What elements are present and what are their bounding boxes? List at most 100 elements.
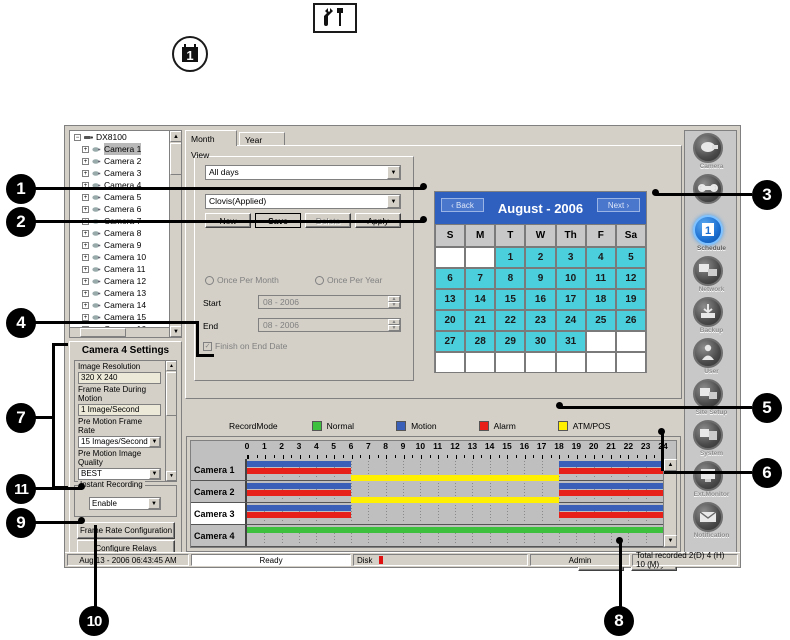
- calendar-next-button[interactable]: Next ›: [597, 198, 640, 212]
- expand-icon[interactable]: +: [82, 145, 89, 153]
- schedule-select[interactable]: Clovis(Applied) ▼: [205, 194, 401, 209]
- chevron-down-icon[interactable]: ▼: [149, 437, 160, 447]
- calendar-day-27[interactable]: 27: [435, 331, 466, 352]
- timeline-bar-alarm[interactable]: [247, 512, 351, 518]
- start-field[interactable]: 08 - 2006 ▲ ▼: [258, 295, 401, 309]
- radio-icon[interactable]: [315, 275, 324, 285]
- checkbox-icon[interactable]: ✓: [203, 341, 212, 351]
- calendar-day-2[interactable]: 2: [525, 247, 556, 268]
- calendar-back-button[interactable]: ‹ Back: [441, 198, 484, 212]
- expand-icon[interactable]: +: [82, 265, 89, 273]
- link-icon[interactable]: [693, 174, 723, 204]
- calendar-day-5[interactable]: 5: [615, 247, 646, 268]
- calendar-day-9[interactable]: 9: [525, 268, 556, 289]
- user-icon[interactable]: [693, 338, 723, 368]
- calendar-day-26[interactable]: 26: [615, 310, 646, 331]
- timeline-track[interactable]: [247, 481, 663, 503]
- calendar-day-8[interactable]: 8: [495, 268, 526, 289]
- tree-item-camera-8[interactable]: + Camera 8: [70, 227, 169, 239]
- timeline-bar-alarm[interactable]: [559, 512, 663, 518]
- tree-scroll-thumb[interactable]: [170, 143, 181, 175]
- calendar-day-23[interactable]: 23: [525, 310, 556, 331]
- ext-monitor-icon[interactable]: [693, 461, 723, 491]
- calendar-day-6[interactable]: 6: [435, 268, 466, 289]
- tree-item-camera-14[interactable]: + Camera 14: [70, 299, 169, 311]
- calendar-day-7[interactable]: 7: [465, 268, 496, 289]
- calendar-day-24[interactable]: 24: [555, 310, 586, 331]
- calendar-day-29[interactable]: 29: [495, 331, 526, 352]
- frame-rate-configuration-button[interactable]: Frame Rate Configuration: [77, 522, 175, 539]
- timeline-bar-motion[interactable]: [247, 505, 351, 511]
- site-setup-icon[interactable]: [693, 379, 723, 409]
- instant-recording-select[interactable]: Enable ▼: [89, 497, 161, 510]
- tree-rows[interactable]: + Camera 1 + Camera 2 + Camera 3 + Camera 4 + Cam…: [70, 143, 169, 327]
- calendar-day-11[interactable]: 11: [585, 268, 616, 289]
- camera-tree-panel[interactable]: − DX8100 + Camera 1 + Camera 2 + Camera 3 + Cam…: [69, 130, 182, 338]
- tab-month-view[interactable]: Month View: [185, 130, 237, 160]
- timeline-bar-alarm[interactable]: [559, 468, 663, 474]
- radio-once-per-month[interactable]: Once Per Month: [205, 275, 279, 285]
- calendar-day-14[interactable]: 14: [465, 289, 496, 310]
- tree-root[interactable]: − DX8100: [70, 131, 169, 143]
- timeline-bar-alarm[interactable]: [247, 468, 351, 474]
- expand-icon[interactable]: +: [82, 313, 89, 321]
- timeline-bar-motion[interactable]: [559, 505, 663, 511]
- tree-scroll-up-button[interactable]: ▲: [170, 131, 181, 142]
- start-spin-up-icon[interactable]: ▲: [388, 296, 400, 302]
- rail-item-notification[interactable]: Notification: [685, 500, 738, 541]
- days-select[interactable]: All days ▼: [205, 165, 401, 180]
- tree-hscroll-thumb[interactable]: [80, 328, 126, 337]
- timeline-camera-label[interactable]: Camera 3: [191, 503, 247, 524]
- setting-select[interactable]: 15 Images/Second ▼: [78, 436, 161, 448]
- rail-item-user[interactable]: User: [685, 336, 738, 377]
- calendar-day-31[interactable]: 31: [555, 331, 586, 352]
- expand-icon[interactable]: +: [82, 193, 89, 201]
- calendar-day-3[interactable]: 3: [555, 247, 586, 268]
- rail-item-schedule[interactable]: 1 Schedule: [685, 213, 738, 254]
- calendar-day-17[interactable]: 17: [555, 289, 586, 310]
- timeline-bar-atm-pos[interactable]: [351, 497, 559, 503]
- system-icon[interactable]: [693, 420, 723, 450]
- chevron-down-icon[interactable]: ▼: [387, 166, 400, 179]
- calendar-day-21[interactable]: 21: [465, 310, 496, 331]
- expand-icon[interactable]: +: [82, 301, 89, 309]
- network-icon[interactable]: [693, 256, 723, 286]
- tree-item-camera-11[interactable]: + Camera 11: [70, 263, 169, 275]
- timeline-bar-motion[interactable]: [559, 461, 663, 467]
- timeline-bar-motion[interactable]: [247, 461, 351, 467]
- expand-icon[interactable]: +: [82, 253, 89, 261]
- timeline-track[interactable]: [247, 459, 663, 481]
- rail-item-site-setup[interactable]: Site Setup: [685, 377, 738, 418]
- schedule-timeline[interactable]: 0123456789101112131415161718192021222324…: [186, 436, 681, 552]
- tree-scroll-down-button[interactable]: ▼: [170, 326, 181, 337]
- calendar-day-25[interactable]: 25: [585, 310, 616, 331]
- rail-item-camera[interactable]: Camera: [685, 131, 738, 172]
- notification-icon[interactable]: [693, 502, 723, 532]
- end-spin-down-icon[interactable]: ▼: [388, 325, 400, 331]
- calendar-day-30[interactable]: 30: [525, 331, 556, 352]
- chevron-down-icon[interactable]: ▼: [387, 195, 400, 208]
- timeline-row[interactable]: Camera 3: [191, 503, 663, 525]
- rail-item-system[interactable]: System: [685, 418, 738, 459]
- tree-item-camera-6[interactable]: + Camera 6: [70, 203, 169, 215]
- calendar-day-1[interactable]: 1: [495, 247, 526, 268]
- timeline-track[interactable]: [247, 503, 663, 524]
- timeline-camera-label[interactable]: Camera 4: [191, 525, 247, 546]
- chevron-down-icon[interactable]: ▼: [149, 469, 160, 479]
- camera-icon[interactable]: [693, 133, 723, 163]
- end-spin-up-icon[interactable]: ▲: [388, 319, 400, 325]
- rail-item-network[interactable]: Network: [685, 254, 738, 295]
- settings-vscrollbar[interactable]: ▲ ▼: [165, 361, 176, 481]
- tab-bar[interactable]: Month View Year View: [185, 130, 682, 160]
- schedule-icon[interactable]: 1: [693, 215, 723, 245]
- settings-scroll-up-button[interactable]: ▲: [166, 361, 176, 371]
- calendar-day-12[interactable]: 12: [615, 268, 646, 289]
- timeline-bar-alarm[interactable]: [247, 490, 351, 496]
- calendar-day-20[interactable]: 20: [435, 310, 466, 331]
- timeline-bar-motion[interactable]: [247, 483, 351, 489]
- calendar-day-28[interactable]: 28: [465, 331, 496, 352]
- timeline-scroll-down-button[interactable]: ▼: [664, 535, 677, 547]
- tree-hscrollbar[interactable]: [70, 327, 169, 337]
- tree-item-camera-1[interactable]: + Camera 1: [70, 143, 169, 155]
